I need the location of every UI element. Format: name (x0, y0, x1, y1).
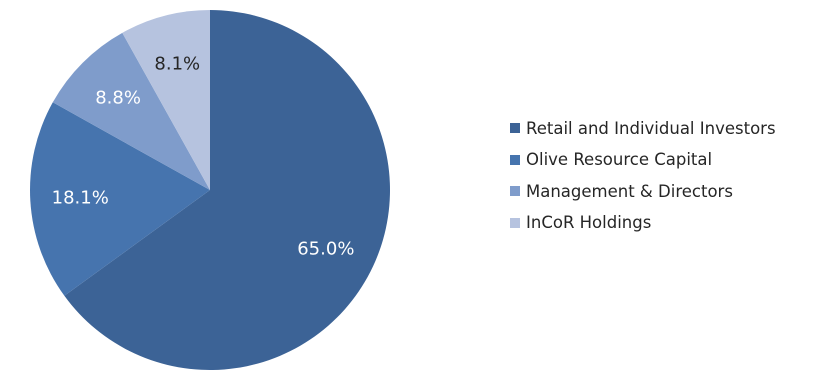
legend-item: Retail and Individual Investors (510, 118, 776, 138)
pie-slice-4 (122, 10, 210, 190)
legend-item: InCoR Holdings (510, 213, 776, 233)
legend-swatch (510, 154, 520, 165)
legend-swatch (510, 123, 520, 133)
legend-label: Retail and Individual Investors (526, 118, 776, 138)
legend-label: Management & Directors (526, 181, 733, 201)
pie-slice-value-label: 18.1% (52, 187, 109, 208)
pie-labels: 65.0% 18.1% 8.8% 8.1% (52, 54, 355, 260)
legend-item: Olive Resource Capital (510, 150, 776, 170)
legend-item: Management & Directors (510, 181, 776, 201)
pie-slice-value-label: 8.1% (154, 54, 200, 75)
pie-slice-value-label: 8.8% (95, 88, 141, 109)
pie-slice-2 (30, 102, 211, 296)
legend-swatch (510, 186, 520, 196)
pie-slice-3 (52, 32, 210, 190)
legend-label: InCoR Holdings (526, 213, 652, 232)
pie-slice-1 (64, 10, 390, 370)
pie-slices (30, 10, 390, 370)
legend-swatch (510, 217, 520, 228)
legend-label: Olive Resource Capital (526, 150, 713, 169)
chart-legend: Retail and Individual Investors Olive Res… (510, 118, 776, 244)
pie-slice-value-label: 65.0% (297, 239, 354, 260)
